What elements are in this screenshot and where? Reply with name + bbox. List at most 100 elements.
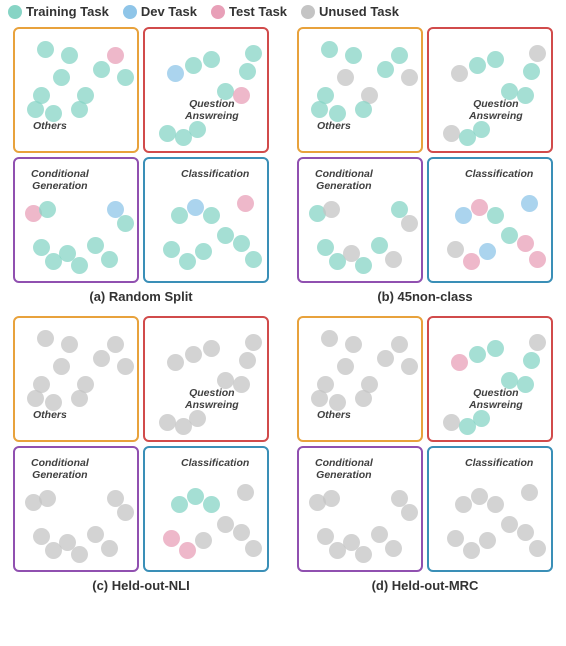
task-dot (337, 358, 354, 375)
task-dot (317, 528, 334, 545)
panel-label: ConditionalGeneration (315, 458, 373, 481)
task-dot (473, 121, 490, 138)
task-dot (203, 496, 220, 513)
task-dot (447, 241, 464, 258)
task-dot (521, 484, 538, 501)
task-dot (311, 101, 328, 118)
task-dot (195, 532, 212, 549)
task-dot (237, 195, 254, 212)
panel-others: Others (297, 316, 423, 442)
task-dot (345, 47, 362, 64)
task-dot (185, 57, 202, 74)
task-dot (479, 243, 496, 260)
task-dot (455, 496, 472, 513)
task-dot (101, 540, 118, 557)
task-dot (37, 330, 54, 347)
panel-quad: Others QuestionAnswreingConditionalGenera… (13, 27, 269, 283)
task-dot (117, 69, 134, 86)
panel-label: QuestionAnswreing (469, 99, 523, 122)
task-dot (451, 354, 468, 371)
panel-classification: Classification (427, 157, 553, 283)
task-dot (71, 390, 88, 407)
legend-label: Dev Task (141, 4, 197, 19)
panel-label: Others (33, 410, 67, 422)
task-dot (195, 243, 212, 260)
task-dot (93, 350, 110, 367)
task-dot (377, 61, 394, 78)
task-dot (163, 530, 180, 547)
legend-label: Test Task (229, 4, 287, 19)
split-caption: (c) Held-out-NLI (92, 578, 189, 593)
panel-others: Others (297, 27, 423, 153)
panel-classification: Classification (143, 157, 269, 283)
split-group: OthersQuestionAnswreing ConditionalGenera… (292, 316, 558, 593)
panel-condgen: ConditionalGeneration (297, 157, 423, 283)
panel-classification: Classification (427, 446, 553, 572)
task-dot (93, 61, 110, 78)
task-dot (87, 237, 104, 254)
panel-qa: QuestionAnswreing (427, 316, 553, 442)
task-dot (529, 540, 546, 557)
task-dot (529, 334, 546, 351)
task-dot (203, 51, 220, 68)
task-dot (71, 257, 88, 274)
task-dot (171, 496, 188, 513)
task-dot (311, 390, 328, 407)
task-dot (71, 546, 88, 563)
task-dot (187, 199, 204, 216)
legend-label: Unused Task (319, 4, 399, 19)
split-group: Others QuestionAnswreing ConditionalGenera… (292, 27, 558, 304)
task-dot (167, 65, 184, 82)
task-dot (107, 47, 124, 64)
task-dot (355, 257, 372, 274)
task-dot (245, 251, 262, 268)
task-dot (117, 215, 134, 232)
task-dot (159, 414, 176, 431)
panel-condgen: ConditionalGeneration (13, 157, 139, 283)
task-dot (523, 63, 540, 80)
panel-label: Others (317, 121, 351, 133)
task-dot (471, 199, 488, 216)
task-dot (391, 47, 408, 64)
task-dot (33, 239, 50, 256)
task-dot (473, 410, 490, 427)
dev-task-swatch (123, 5, 137, 19)
task-dot (487, 207, 504, 224)
panel-others: Others (13, 316, 139, 442)
task-dot (355, 101, 372, 118)
panel-label: QuestionAnswreing (185, 388, 239, 411)
task-dot (189, 121, 206, 138)
task-dot (463, 253, 480, 270)
task-dot (39, 490, 56, 507)
task-dot (529, 45, 546, 62)
task-dot (163, 241, 180, 258)
panel-label: Others (33, 121, 67, 133)
task-dot (71, 101, 88, 118)
task-dot (171, 207, 188, 224)
task-dot (27, 390, 44, 407)
task-dot (87, 526, 104, 543)
task-dot (469, 346, 486, 363)
task-dot (27, 101, 44, 118)
task-dot (187, 488, 204, 505)
task-dot (321, 41, 338, 58)
task-dot (61, 47, 78, 64)
task-dot (523, 352, 540, 369)
task-dot (517, 235, 534, 252)
task-dot (185, 346, 202, 363)
figure-grid: OthersQuestionAnswreingConditionalGenera… (0, 27, 566, 601)
task-dot (401, 504, 418, 521)
task-dot (323, 490, 340, 507)
panel-qa: QuestionAnswreing (143, 27, 269, 153)
task-dot (239, 352, 256, 369)
task-dot (203, 207, 220, 224)
task-dot (391, 336, 408, 353)
task-dot (501, 516, 518, 533)
task-dot (355, 390, 372, 407)
task-dot (517, 524, 534, 541)
test-task-swatch (211, 5, 225, 19)
task-dot (107, 336, 124, 353)
training-task-swatch (8, 5, 22, 19)
panel-label: ConditionalGeneration (315, 169, 373, 192)
task-dot (189, 410, 206, 427)
